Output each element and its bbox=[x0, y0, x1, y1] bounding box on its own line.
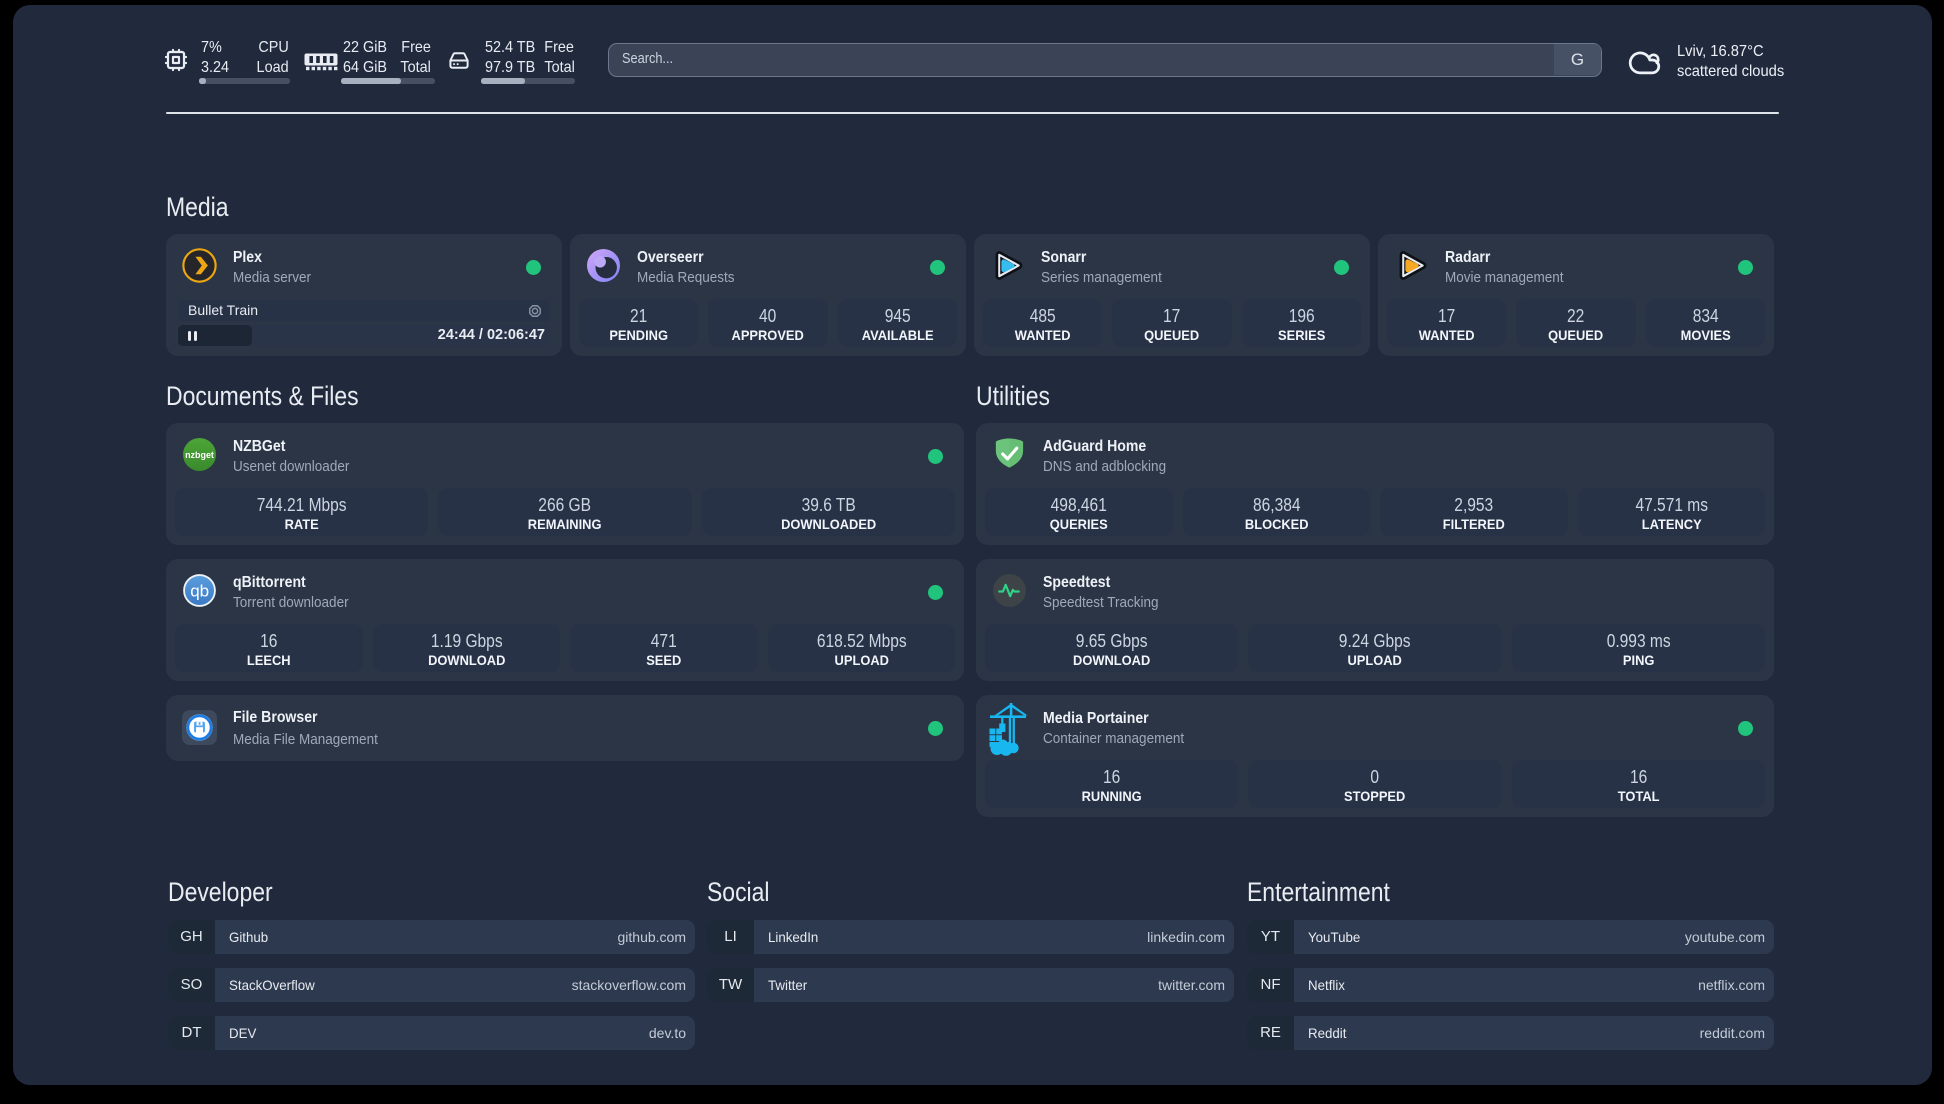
svg-text:qb: qb bbox=[190, 582, 209, 601]
svg-text:nzbget: nzbget bbox=[185, 450, 214, 460]
